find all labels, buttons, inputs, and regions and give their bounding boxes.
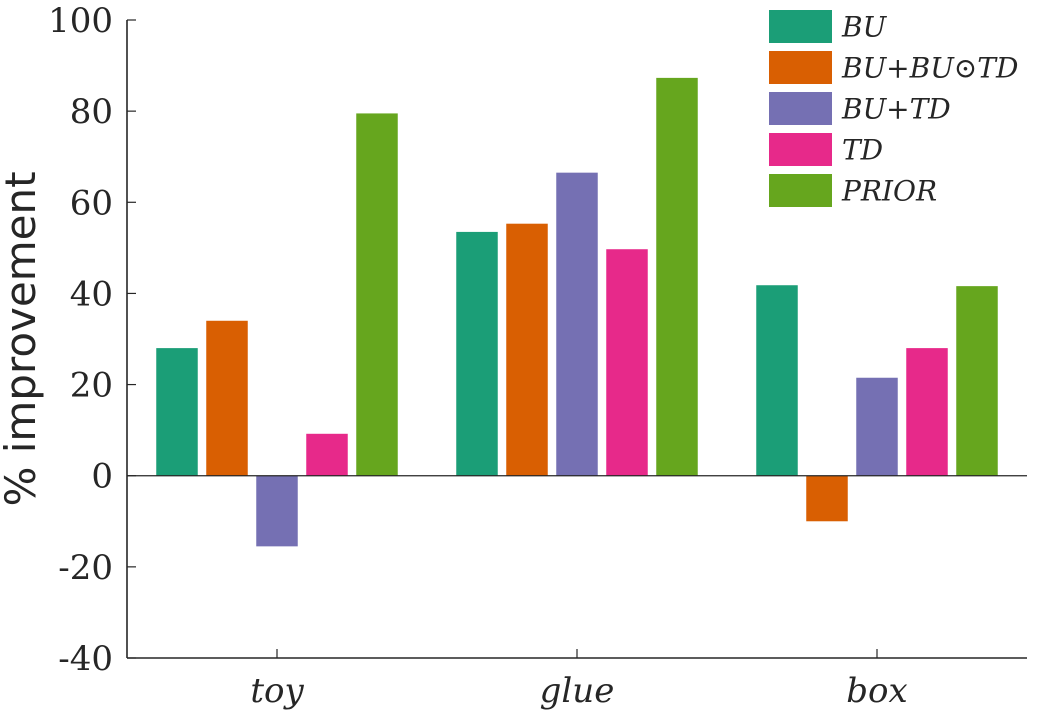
legend-swatch xyxy=(769,10,832,43)
bar-glue-bu xyxy=(456,231,498,476)
y-tick-label: -40 xyxy=(58,639,113,679)
bar-glue-bu-bu-td xyxy=(506,223,548,476)
y-tick-label: 40 xyxy=(70,274,113,314)
x-ticks-layer: toy glue box xyxy=(250,649,908,711)
bar-toy-bu-td xyxy=(256,475,298,547)
y-tick-label: 20 xyxy=(70,366,113,406)
bar-box-bu-td xyxy=(856,377,898,476)
bar-box-prior xyxy=(956,286,998,476)
x-tick-label-toy: toy xyxy=(250,671,304,711)
legend-swatch xyxy=(769,174,832,207)
y-tick-label: 60 xyxy=(70,183,113,223)
bar-glue-td xyxy=(606,249,648,476)
y-axis-title-group: % improvement xyxy=(0,171,45,506)
bar-toy-prior xyxy=(356,113,398,476)
y-ticks-layer: -40 -20 0 20 40 60 80 100 xyxy=(48,1,136,679)
bar-glue-bu-td xyxy=(556,172,598,476)
bar-toy-bu xyxy=(156,348,198,476)
bar-box-td xyxy=(906,348,948,476)
bar-glue-prior xyxy=(656,77,698,476)
x-tick-label-glue: glue xyxy=(540,671,615,711)
y-tick-label: 100 xyxy=(48,1,113,41)
y-axis-title: % improvement xyxy=(0,171,45,506)
legend: BU BU+BU⊙TD BU+TD TD PRIOR xyxy=(769,10,1018,208)
legend-label: BU+TD xyxy=(841,93,951,126)
legend-label: TD xyxy=(842,134,883,167)
legend-label: BU+BU⊙TD xyxy=(841,52,1018,85)
bar-toy-bu-bu-td xyxy=(206,320,248,476)
legend-swatch xyxy=(769,92,832,125)
x-tick-label-box: box xyxy=(846,671,907,711)
bar-toy-td xyxy=(306,433,348,476)
bar-box-bu xyxy=(756,285,798,476)
y-tick-label: -20 xyxy=(58,548,113,588)
y-tick-label: 80 xyxy=(70,92,113,132)
y-tick-label: 0 xyxy=(91,457,113,497)
legend-swatch xyxy=(769,51,832,84)
legend-label: PRIOR xyxy=(841,175,937,208)
bars-layer xyxy=(156,77,998,547)
legend-swatch xyxy=(769,133,832,166)
legend-label: BU xyxy=(841,11,888,44)
bar-box-bu-bu-td xyxy=(806,475,848,522)
